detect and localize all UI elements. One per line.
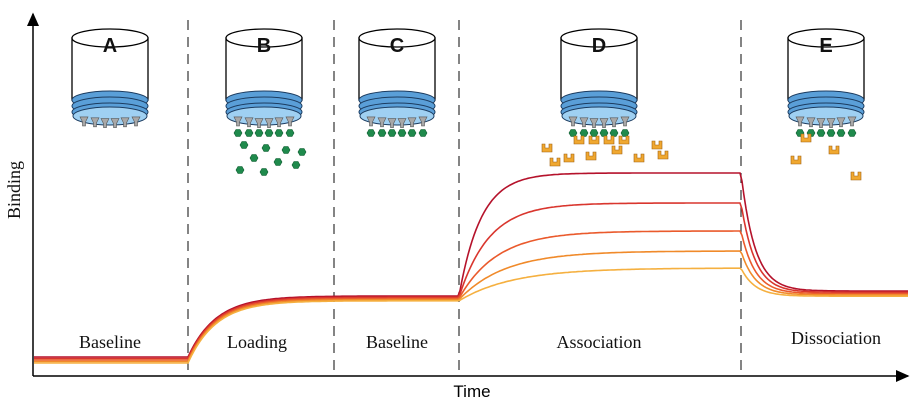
- sensorgram-curves: [34, 173, 908, 363]
- analyte-hexagon: [580, 130, 588, 137]
- analyte-hexagon: [419, 130, 427, 137]
- analyte-hexagon: [600, 130, 608, 137]
- analyte-hexagon: [250, 155, 258, 162]
- sensor: E: [788, 29, 864, 180]
- analyte-hexagon: [378, 130, 386, 137]
- analyte-hexagon: [274, 159, 282, 166]
- binding-partner: [574, 136, 584, 144]
- phase-label: Baseline: [79, 332, 141, 352]
- analyte-hexagon: [265, 130, 273, 137]
- step-letter: E: [819, 35, 832, 57]
- analyte-hexagon: [286, 130, 294, 137]
- phase-label: Loading: [227, 332, 287, 352]
- phase-label: Dissociation: [791, 328, 881, 348]
- analyte-hexagon: [398, 130, 406, 137]
- sensor: C: [359, 29, 435, 137]
- analyte-hexagon: [848, 130, 856, 137]
- binding-partner: [612, 146, 622, 154]
- sensor: B: [226, 29, 306, 176]
- analyte-hexagon: [260, 169, 268, 176]
- analyte-hexagon: [282, 147, 290, 154]
- binding-partner: [604, 136, 614, 144]
- analyte-hexagon: [621, 130, 629, 137]
- binding-partner: [634, 154, 644, 162]
- analyte-hexagon: [569, 130, 577, 137]
- step-letter: B: [257, 35, 271, 57]
- binding-partner: [829, 146, 839, 154]
- analyte-hexagon: [298, 149, 306, 156]
- binding-partner: [791, 156, 801, 164]
- analyte-hexagon: [827, 130, 835, 137]
- analyte-hexagon: [408, 130, 416, 137]
- phase-label: Association: [557, 332, 642, 352]
- binding-partner: [652, 141, 662, 149]
- step-letter: D: [592, 35, 606, 57]
- curve: [34, 231, 908, 360]
- sensor: D: [542, 29, 668, 166]
- analyte-hexagon: [292, 162, 300, 169]
- analyte-hexagon: [245, 130, 253, 137]
- analyte-hexagon: [610, 130, 618, 137]
- analyte-hexagon: [236, 167, 244, 174]
- analyte-hexagon: [367, 130, 375, 137]
- binding-partner: [851, 172, 861, 180]
- analyte-hexagon: [388, 130, 396, 137]
- y-axis-label: Binding: [4, 161, 24, 219]
- binding-partner: [550, 158, 560, 166]
- step-letter: C: [390, 35, 404, 57]
- step-letter: A: [103, 35, 117, 57]
- analyte-hexagon: [817, 130, 825, 137]
- binding-partner: [619, 136, 629, 144]
- binding-partner: [658, 151, 668, 159]
- sensors: A Baseline B Loading C Baseline D Association E D…: [72, 29, 881, 352]
- binding-partner: [801, 134, 811, 142]
- x-axis-label: Time: [453, 382, 490, 401]
- binding-partner: [542, 144, 552, 152]
- binding-partner: [586, 152, 596, 160]
- analyte-hexagon: [275, 130, 283, 137]
- phase-label: Baseline: [366, 332, 428, 352]
- sensor: A: [72, 29, 148, 128]
- diagram: Time Binding A Baseline B Loading C Baseline D…: [0, 0, 912, 406]
- analyte-hexagon: [234, 130, 242, 137]
- analyte-hexagon: [240, 142, 248, 149]
- analyte-hexagon: [255, 130, 263, 137]
- analyte-hexagon: [262, 145, 270, 152]
- binding-partner: [589, 136, 599, 144]
- binding-partner: [564, 154, 574, 162]
- analyte-hexagon: [590, 130, 598, 137]
- analyte-hexagon: [837, 130, 845, 137]
